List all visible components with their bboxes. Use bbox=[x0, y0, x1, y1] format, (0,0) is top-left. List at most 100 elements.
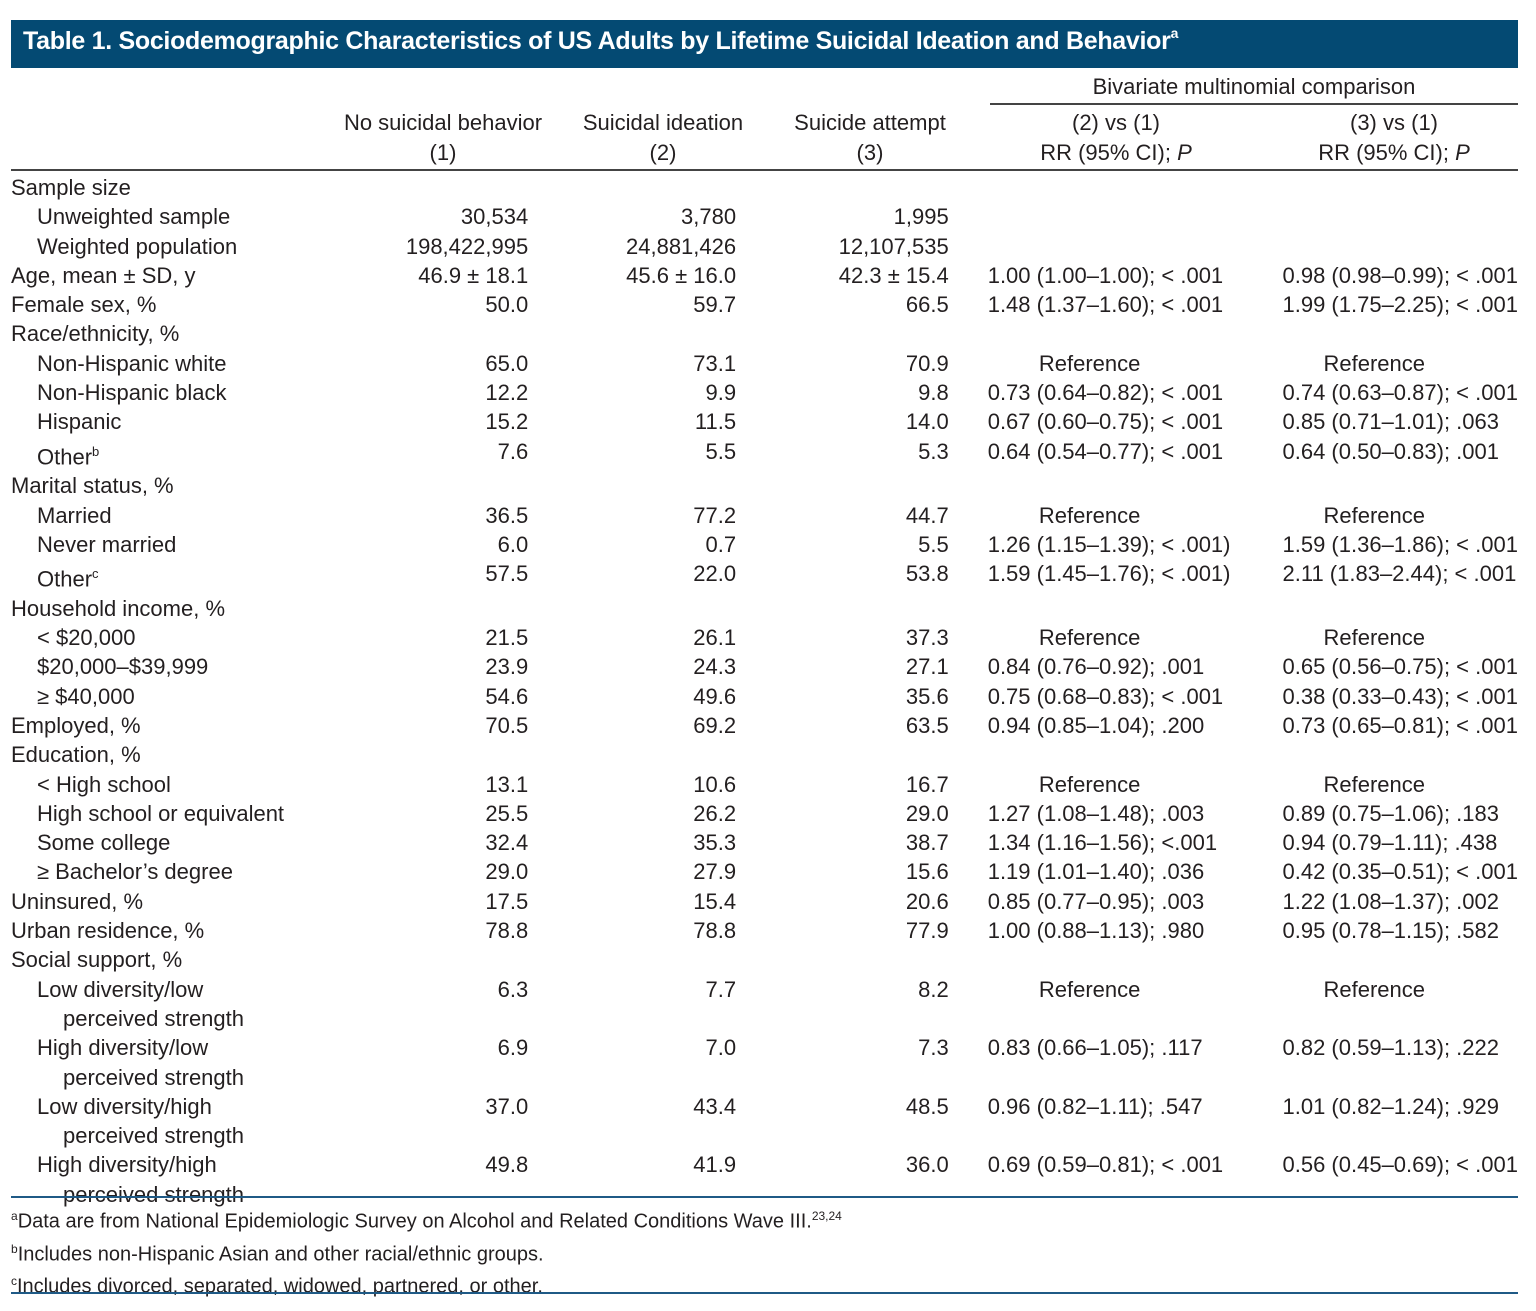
cell-rr-3-vs-1: Reference bbox=[1323, 771, 1425, 797]
row-label-text: < High school bbox=[37, 771, 171, 797]
cell-suicide-attempt bbox=[736, 945, 949, 974]
row-label-text: Urban residence, % bbox=[11, 918, 205, 944]
header-col-2: Suicidal ideation (2) bbox=[572, 108, 754, 168]
header-group-rule bbox=[990, 103, 1518, 105]
cell-rr-3-vs-1: 0.85 (0.71–1.01); .063 bbox=[1282, 409, 1500, 435]
row-label-text: High diversity/low bbox=[37, 1035, 209, 1061]
cell-no-suicidal-behavior: 78.8 bbox=[485, 918, 529, 944]
row-label-text: High school or equivalent bbox=[37, 800, 285, 826]
cell-no-suicidal-behavior: 70.5 bbox=[485, 713, 529, 738]
table-section-row: Household income, % bbox=[11, 594, 1518, 623]
cell-rr-2-vs-1: Reference bbox=[1038, 771, 1141, 797]
header-col-5-line2: RR (95% CI); P bbox=[1318, 140, 1470, 165]
footnote-c: cIncludes divorced, separated, widowed, … bbox=[11, 1274, 543, 1298]
cell-suicide-attempt: 38.7 bbox=[905, 830, 949, 856]
cell-suicidal-ideation bbox=[528, 319, 736, 348]
row-label: < High school bbox=[11, 770, 361, 799]
row-label-continuation: perceived strength bbox=[63, 1181, 244, 1207]
cell-suicidal-ideation: 49.6 bbox=[693, 683, 737, 709]
cell-suicide-attempt bbox=[736, 173, 949, 202]
row-label-text: ≥ $40,000 bbox=[37, 683, 135, 709]
cell-suicidal-ideation: 77.2 bbox=[693, 502, 737, 528]
row-label-text: Other bbox=[37, 566, 93, 592]
header-bottom-rule bbox=[11, 169, 1518, 171]
cell-no-suicidal-behavior: 36.5 bbox=[485, 502, 529, 528]
cell-suicide-attempt: 42.3 ± 15.4 bbox=[838, 262, 949, 288]
table-section-row: Social support, % bbox=[11, 945, 1518, 974]
row-label-text: Education, % bbox=[11, 742, 141, 768]
row-label: Never married bbox=[11, 530, 361, 559]
cell-rr-2-vs-1: 0.96 (0.82–1.11); .547 bbox=[987, 1093, 1203, 1119]
header-col-5-line1: (3) vs (1) bbox=[1350, 110, 1438, 135]
cell-no-suicidal-behavior: 54.6 bbox=[485, 683, 529, 709]
cell-rr-2-vs-1: 1.26 (1.15–1.39); < .001) bbox=[987, 531, 1231, 557]
cell-rr-3-vs-1: 0.98 (0.98–0.99); < .001 bbox=[1282, 262, 1518, 288]
table-title: Table 1. Sociodemographic Characteristic… bbox=[11, 20, 1518, 68]
row-label-text: Non-Hispanic white bbox=[37, 350, 227, 376]
cell-no-suicidal-behavior: 57.5 bbox=[485, 561, 529, 587]
cell-no-suicidal-behavior bbox=[361, 471, 528, 500]
cell-suicide-attempt: 29.0 bbox=[905, 800, 949, 826]
cell-rr-3-vs-1: 0.64 (0.50–0.83); .001 bbox=[1282, 438, 1500, 464]
cell-rr-3-vs-1: Reference bbox=[1323, 502, 1425, 528]
row-label-text: Never married bbox=[37, 531, 177, 557]
table-row: Urban residence, % 78.8 78.8 77.9 1.00 (0.88… bbox=[11, 916, 1518, 945]
row-label: Low diversity/low perceived strength bbox=[11, 975, 361, 1034]
cell-no-suicidal-behavior: 12.2 bbox=[485, 380, 529, 406]
row-label-text: High diversity/high bbox=[37, 1152, 217, 1178]
table-row: Low diversity/high perceived strength 37.0… bbox=[11, 1092, 1518, 1151]
cell-suicide-attempt: 36.0 bbox=[905, 1152, 949, 1178]
cell-suicide-attempt: 9.8 bbox=[918, 380, 949, 406]
cell-no-suicidal-behavior: 29.0 bbox=[485, 859, 529, 885]
cell-suicide-attempt: 14.0 bbox=[905, 409, 949, 435]
table-row: Uninsured, % 17.5 15.4 20.6 0.85 (0.77–0.95)… bbox=[11, 887, 1518, 916]
cell-rr-2-vs-1: 1.48 (1.37–1.60); < .001 bbox=[987, 292, 1224, 318]
cell-no-suicidal-behavior bbox=[361, 173, 528, 202]
row-label-text: Non-Hispanic black bbox=[37, 380, 227, 406]
cell-no-suicidal-behavior: 49.8 bbox=[485, 1152, 529, 1178]
cell-rr-3-vs-1: Reference bbox=[1323, 625, 1425, 651]
row-label: Uninsured, % bbox=[11, 887, 361, 916]
cell-suicide-attempt bbox=[736, 471, 949, 500]
footnotes-bottom-rule bbox=[11, 1292, 1518, 1294]
table-row: High diversity/high perceived strength 49.… bbox=[11, 1150, 1518, 1209]
row-label: High school or equivalent bbox=[11, 799, 361, 828]
cell-suicidal-ideation: 10.6 bbox=[693, 771, 737, 797]
row-label-text: Other bbox=[37, 444, 93, 469]
table-section-row: Sample size bbox=[11, 173, 1518, 202]
table-row: Non-Hispanic black 12.2 9.9 9.8 0.73 (0.64–0… bbox=[11, 378, 1518, 407]
row-label-text: Some college bbox=[37, 830, 171, 856]
row-label-text: Household income, % bbox=[11, 595, 226, 621]
cell-rr-2-vs-1: 1.59 (1.45–1.76); < .001) bbox=[987, 561, 1231, 587]
cell-suicidal-ideation: 7.0 bbox=[705, 1035, 737, 1061]
row-label: Sample size bbox=[11, 173, 361, 202]
cell-suicide-attempt: 27.1 bbox=[905, 654, 949, 680]
row-label: Married bbox=[11, 501, 361, 530]
row-label: Race/ethnicity, % bbox=[11, 319, 361, 348]
row-label-text: Marital status, % bbox=[11, 473, 174, 499]
cell-suicidal-ideation bbox=[528, 594, 736, 623]
table-row: High diversity/low perceived strength 6.9 7… bbox=[11, 1033, 1518, 1092]
row-label-continuation: perceived strength bbox=[63, 1005, 244, 1031]
cell-suicide-attempt: 5.3 bbox=[918, 438, 949, 464]
cell-suicidal-ideation: 9.9 bbox=[705, 380, 737, 406]
table-row: High school or equivalent 25.5 26.2 29.0 1.2… bbox=[11, 799, 1518, 828]
cell-rr-3-vs-1: Reference bbox=[1323, 350, 1425, 376]
row-label: ≥ $40,000 bbox=[11, 682, 361, 711]
cell-rr-3-vs-1: Reference bbox=[1323, 976, 1425, 1002]
table-row: Some college 32.4 35.3 38.7 1.34 (1.16–1.56)… bbox=[11, 828, 1518, 857]
cell-suicide-attempt: 5.5 bbox=[918, 531, 949, 557]
cell-no-suicidal-behavior: 25.5 bbox=[485, 800, 529, 826]
cell-suicidal-ideation: 41.9 bbox=[693, 1152, 737, 1178]
cell-rr-2-vs-1: 0.64 (0.54–0.77); < .001 bbox=[987, 438, 1224, 464]
cell-suicidal-ideation: 69.2 bbox=[693, 713, 737, 738]
cell-rr-3-vs-1 bbox=[1231, 594, 1519, 623]
header-col-3: Suicide attempt (3) bbox=[780, 108, 960, 168]
table-row: < High school 13.1 10.6 16.7 Reference Refere… bbox=[11, 770, 1518, 799]
table-row: Married 36.5 77.2 44.7 Reference Reference bbox=[11, 501, 1518, 530]
row-label-text: Unweighted sample bbox=[37, 204, 231, 230]
cell-rr-2-vs-1 bbox=[949, 740, 1231, 769]
cell-rr-3-vs-1: 0.82 (0.59–1.13); .222 bbox=[1282, 1035, 1500, 1061]
row-label-text: Sample size bbox=[11, 175, 131, 200]
cell-rr-3-vs-1: 1.59 (1.36–1.86); < .001 bbox=[1282, 531, 1518, 557]
